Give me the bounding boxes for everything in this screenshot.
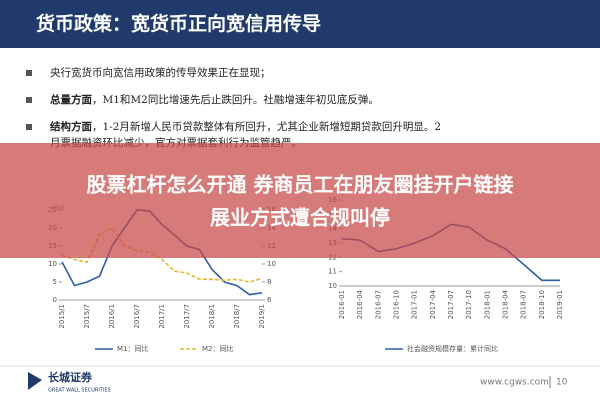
y-tick-label: 10 <box>328 282 337 290</box>
legend-label: 社会融资规模存量：累计同比 <box>407 344 498 353</box>
bullet-icon <box>26 124 32 130</box>
bullet-text: 结构方面，1-2月新增人民币贷款整体有所回升，尤其企业新增短期贷款回升明显。2 <box>50 120 441 133</box>
x-tick-label: 2018-10 <box>538 290 546 319</box>
x-tick-label: 2016/7 <box>133 304 141 329</box>
bullet-text: 总量方面，M1和M2同比增速先后止跌回升。社融增速年初见底反弹。 <box>50 93 379 106</box>
series-line <box>61 226 263 283</box>
legend-label: M1：同比 <box>117 344 149 353</box>
brand: 长城证券 <box>48 370 93 384</box>
y2-tick-label: 6 <box>267 296 272 304</box>
bullet-icon <box>26 97 32 103</box>
bullet-icon <box>26 70 32 76</box>
x-tick-label: 2019-01 <box>556 290 564 319</box>
y2-tick-label: 8 <box>267 278 271 286</box>
x-tick-label: 2017-10 <box>465 290 473 319</box>
header-title: 货币政策：宽货币正向宽信用传导 <box>36 12 321 35</box>
banner-text: 展业方式遭合规叫停 <box>210 206 390 230</box>
x-tick-label: 2018-07 <box>520 290 528 319</box>
header-bar <box>0 0 600 48</box>
y-tick-label: 5 <box>53 278 57 286</box>
x-tick-label: 2018/1 <box>208 304 216 329</box>
y-tick-label: 0 <box>53 296 57 304</box>
banner-text: 股票杠杆怎么开通 券商员工在朋友圈挂开户链接 <box>87 173 514 197</box>
x-tick-label: 2016-07 <box>374 290 382 319</box>
bullet-rest: ，1-2月新增人民币贷款整体有所回升，尤其企业新增短期贷款回升明显。2 <box>92 120 441 133</box>
x-tick-label: 2019/1 <box>258 304 266 329</box>
bullet-rest: ，M1和M2同比增速先后止跌回升。社融增速年初见底反弹。 <box>92 93 379 106</box>
site: www.cgws.com <box>480 378 549 388</box>
x-tick-label: 2017-07 <box>447 290 455 319</box>
page-number: 10 <box>556 378 568 388</box>
x-tick-label: 2016-01 <box>338 290 346 319</box>
banner <box>0 143 600 258</box>
y-tick-label: 10 <box>48 260 57 268</box>
x-tick-label: 2018/7 <box>233 304 241 329</box>
bullet-bold: 总量方面 <box>50 93 92 106</box>
x-tick-label: 2018-01 <box>483 290 491 319</box>
x-tick-label: 2017-01 <box>411 290 419 319</box>
x-tick-label: 2017/1 <box>158 304 166 329</box>
x-tick-label: 2017/7 <box>183 304 191 329</box>
x-tick-label: 2016-04 <box>356 289 364 319</box>
logo-icon <box>28 372 42 390</box>
bullets: 央行宽货币向宽信用政策的传导效果正在显现； 总量方面，M1和M2同比增速先后止跌… <box>26 66 441 149</box>
y2-tick-label: 10 <box>267 260 276 268</box>
legend-label: M2：同比 <box>202 344 234 353</box>
x-tick-label: 2017-04 <box>429 289 437 319</box>
x-tick-label: 2016-10 <box>393 290 401 319</box>
bullet-bold: 结构方面 <box>50 120 92 133</box>
x-tick-label: 2015/7 <box>83 304 91 329</box>
x-tick-label: 2018-04 <box>502 289 510 319</box>
bullet-text: 央行宽货币向宽信用政策的传导效果正在显现； <box>50 66 271 79</box>
x-tick-label: 2016/1 <box>108 304 116 329</box>
x-tick-label: 2015/1 <box>58 304 66 329</box>
brand-en: GREAT WALL SECURITIES <box>48 388 111 394</box>
y-tick-label: 11 <box>328 268 337 276</box>
